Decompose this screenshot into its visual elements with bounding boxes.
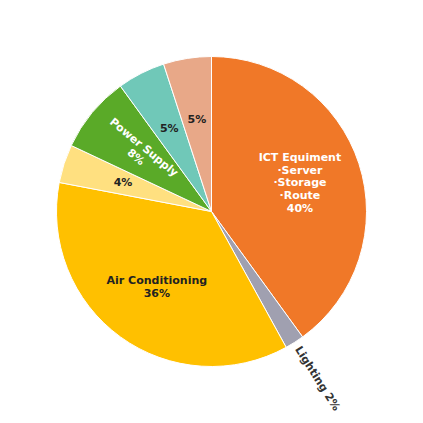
slice-label: Air Conditioning36% [107, 274, 208, 300]
slice-label: 4% [114, 176, 133, 189]
slice-label-line: ·Storage [273, 176, 326, 189]
slice-label-line: ·Server [277, 164, 323, 177]
pie-slice [56, 182, 286, 366]
slice-label-line: ·Route [280, 189, 321, 202]
slice-label-line: 4% [114, 176, 133, 189]
pie-slices [56, 57, 366, 367]
slice-label-line: Lighting 2% [292, 344, 342, 413]
slice-label-line: Air Conditioning [107, 274, 208, 287]
slice-label: Power Supply8% [99, 115, 181, 189]
slice-label-line: 36% [144, 287, 170, 300]
slice-label-line: 8% [124, 146, 147, 168]
slice-label: Lighting 2% [292, 344, 342, 413]
slice-label-line: 5% [188, 113, 207, 126]
slice-label-line: ICT Equiment [259, 151, 342, 164]
chart-container: ICT Equiment·Server·Storage·Route40% Ligh… [0, 0, 423, 423]
slice-label-line: Power Supply [107, 115, 181, 179]
slice-label-line: 40% [287, 202, 313, 215]
slice-label: 5% [188, 113, 207, 126]
chart-svg: ICT Equiment·Server·Storage·Route40% Ligh… [0, 0, 423, 423]
slice-label: ICT Equiment·Server·Storage·Route40% [259, 151, 342, 215]
slice-labels: ICT Equiment·Server·Storage·Route40% Ligh… [99, 113, 343, 413]
slice-label-line: 5% [160, 122, 179, 135]
slice-label: 5% [160, 122, 179, 135]
